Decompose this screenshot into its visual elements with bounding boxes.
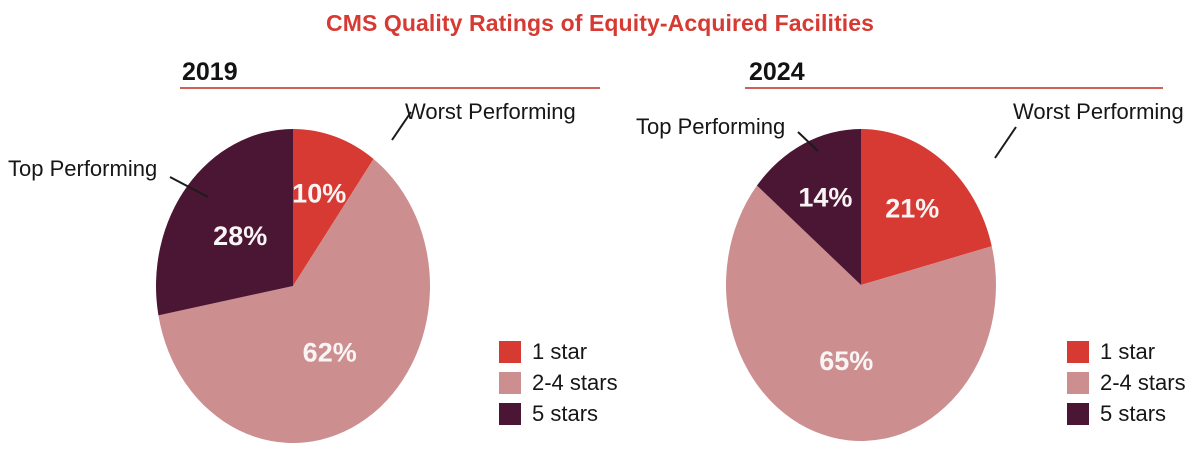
legend-2019: 1 star 2-4 stars 5 stars: [499, 339, 618, 434]
callout-worst-performing-2024: Worst Performing: [1013, 99, 1184, 124]
pie-slice-2024-2-4-stars: [726, 185, 997, 441]
slice-percent-label-2019-5-stars: 28%: [213, 221, 267, 251]
pie-slice-2019-5-stars: [156, 129, 293, 316]
callout-line-worst-performing-2024: [994, 126, 1017, 159]
callout-line-top-performing-2024: [797, 131, 819, 152]
legend-item-label: 1 star: [1100, 339, 1156, 364]
legend-swatch-2-4-stars: [499, 372, 521, 394]
pie-slice-2024-5-stars: [756, 129, 861, 285]
callout-lines-group: [169, 111, 1017, 198]
callout-worst-performing-2019: Worst Performing: [405, 99, 576, 124]
legend-swatch-5-stars: [1067, 403, 1089, 425]
slice-percent-label-2019-1-star: 10%: [292, 178, 346, 208]
legend-item-5-stars: 5 stars: [499, 401, 618, 426]
legend-item-label: 1 star: [532, 339, 588, 364]
pie-slice-2019-1-star: [293, 129, 374, 286]
percent-labels-group: 10% 62% 28% 21% 65% 14%: [213, 178, 939, 376]
legend-item-2-4-stars: 2-4 stars: [499, 370, 618, 395]
legend-swatch-2-4-stars: [1067, 372, 1089, 394]
slice-percent-label-2019-2-4-stars: 62%: [303, 337, 357, 367]
legend-item-1-star: 1 star: [1067, 339, 1186, 364]
callout-line-worst-performing-2019: [391, 111, 412, 141]
legend-item-label: 5 stars: [1100, 401, 1167, 426]
slice-percent-label-2024-2-4-stars: 65%: [819, 346, 873, 376]
legend-item-2-4-stars: 2-4 stars: [1067, 370, 1186, 395]
callout-top-performing-2019: Top Performing: [8, 156, 158, 181]
year-underline-2019: [180, 87, 600, 89]
legend-item-label: 2-4 stars: [532, 370, 618, 395]
callout-line-top-performing-2019: [169, 176, 209, 198]
legend-item-5-stars: 5 stars: [1067, 401, 1186, 426]
legend-2024: 1 star 2-4 stars 5 stars: [1067, 339, 1186, 434]
legend-swatch-5-stars: [499, 403, 521, 425]
year-underline-2024: [745, 87, 1163, 89]
callout-top-performing-2024: Top Performing: [636, 114, 786, 139]
slice-percent-label-2024-5-stars: 14%: [798, 183, 852, 213]
pie-slices-group: [156, 129, 997, 443]
legend-item-1-star: 1 star: [499, 339, 618, 364]
legend-item-label: 5 stars: [532, 401, 599, 426]
legend-swatch-1-star: [499, 341, 521, 363]
pie-slice-2024-1-star: [861, 129, 992, 285]
legend-item-label: 2-4 stars: [1100, 370, 1186, 395]
pie-slice-2019-2-4-stars: [158, 158, 431, 443]
year-label-2024: 2024: [749, 58, 805, 86]
slice-percent-label-2024-1-star: 21%: [885, 194, 939, 224]
year-label-2019: 2019: [182, 58, 238, 86]
legend-swatch-1-star: [1067, 341, 1089, 363]
chart-title: CMS Quality Ratings of Equity-Acquired F…: [325, 10, 875, 36]
